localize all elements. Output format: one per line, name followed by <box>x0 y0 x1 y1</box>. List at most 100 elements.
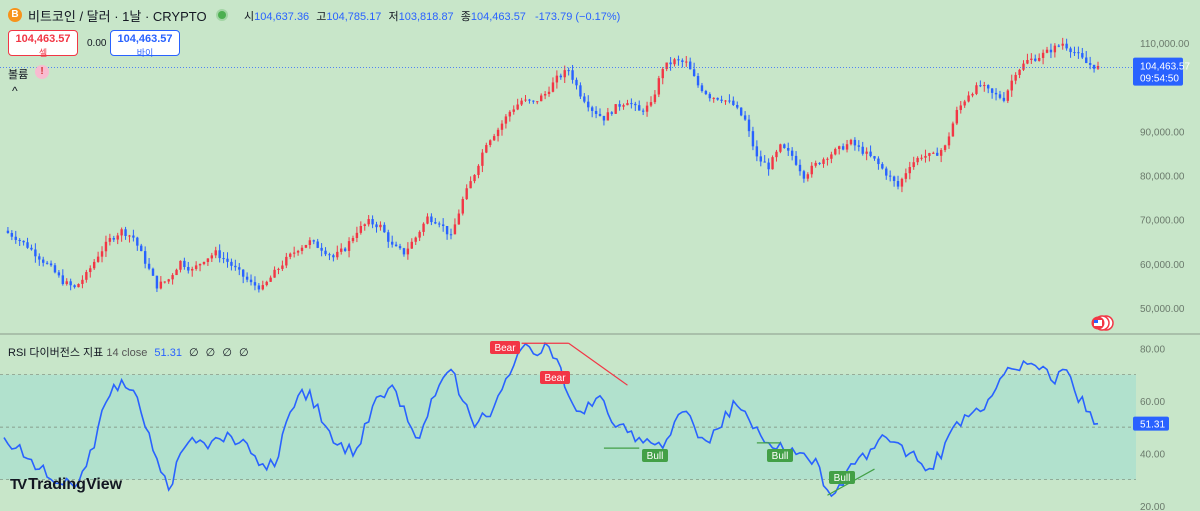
candle-body <box>1092 64 1096 69</box>
candle-body <box>1037 57 1041 61</box>
candle-body <box>465 188 468 200</box>
candle-body <box>845 144 849 150</box>
candle-body <box>971 93 974 96</box>
candle-body <box>140 245 143 252</box>
candle-body <box>892 176 896 182</box>
candle-body <box>681 60 684 62</box>
volume-legend[interactable]: 볼륨 <box>8 69 29 81</box>
candle-body <box>610 112 613 114</box>
last-price-badge <box>1133 57 1183 86</box>
candle-body <box>673 59 676 65</box>
price-tick-label: 60,000.00 <box>1140 260 1185 271</box>
candle-body <box>30 247 33 250</box>
rsi-tick-label: 20.00 <box>1140 502 1165 511</box>
candle-body <box>257 285 261 290</box>
candle-body <box>238 267 241 270</box>
price-axis[interactable]: 110,000.00 90,000.00 80,000.00 70,000.00 60,… <box>1133 39 1190 511</box>
candle-body <box>457 213 461 225</box>
candle-body <box>939 150 943 156</box>
candle-body <box>618 104 621 107</box>
open-key: 시 <box>244 11 255 23</box>
candle-body <box>96 256 100 262</box>
sell-button[interactable]: 104,463.57 셀 <box>8 30 78 58</box>
chevron-up-icon[interactable]: ^ <box>12 84 18 98</box>
candle-body <box>422 223 425 232</box>
bear-label: Bear <box>544 373 566 384</box>
bull-label: Bull <box>772 451 789 462</box>
buy-button[interactable]: 104,463.57 바이 <box>110 30 180 58</box>
candle-body <box>92 261 96 269</box>
candle-body <box>398 246 402 249</box>
candle-body <box>241 269 245 277</box>
price-tick-label: 110,000.00 <box>1140 39 1190 50</box>
candle-body <box>65 281 68 285</box>
candle-body <box>1049 49 1053 53</box>
rsi-last-label: 51.31 <box>1140 420 1165 431</box>
candle-body <box>653 94 657 103</box>
candle-body <box>689 61 692 70</box>
tradingview-logo-icon: TV <box>10 476 27 493</box>
candle-body <box>359 226 363 233</box>
candle-body <box>583 96 586 102</box>
candle-body <box>469 181 472 189</box>
candle-body <box>849 139 853 145</box>
tradingview-logo[interactable]: TV TradingView <box>10 476 122 494</box>
candle-body <box>865 151 868 154</box>
candle-body <box>504 116 508 124</box>
market-status-icon[interactable] <box>218 11 226 19</box>
candle-body <box>77 283 80 288</box>
candle-body <box>324 250 327 255</box>
candle-body <box>547 91 551 94</box>
candle-body <box>42 259 45 263</box>
candle-body <box>100 251 104 257</box>
candle-body <box>955 109 959 124</box>
candle-body <box>281 265 284 269</box>
candle-body <box>414 237 417 242</box>
candle-body <box>187 266 190 271</box>
candle-body <box>14 236 17 240</box>
candle-body <box>34 249 37 257</box>
candle-body <box>1077 52 1080 54</box>
ohlc-readout: 시104,637.36 고104,785.17 저103,818.87 종104… <box>244 8 620 24</box>
candle-body <box>732 100 735 105</box>
candle-body <box>1018 69 1021 75</box>
candle-body <box>387 232 390 242</box>
candle-body <box>943 145 947 151</box>
candle-body <box>904 173 908 179</box>
candle-body <box>724 100 727 102</box>
candle-body <box>736 104 739 108</box>
rsi-legend[interactable]: RSI 다이버전스 지표 14 close 51.31 ∅ ∅ ∅ ∅ <box>8 344 249 360</box>
candle-body <box>367 219 370 225</box>
rsi-pane[interactable]: Bear Bear Bull Bull Bull <box>0 341 1136 498</box>
price-pane[interactable] <box>0 37 1136 293</box>
chart-header: B 비트코인 / 달러 · 1날 · CRYPTO 시104,637.36 고1… <box>0 0 1200 30</box>
candle-body <box>1002 97 1006 101</box>
candle-body <box>508 111 512 117</box>
candle-body <box>1088 63 1092 65</box>
candle-body <box>936 152 939 156</box>
candle-body <box>645 105 649 112</box>
candle-body <box>210 255 214 259</box>
candle-body <box>657 78 661 95</box>
bear-divergence-line <box>568 342 628 386</box>
symbol-title[interactable]: 비트코인 / 달러 · 1날 · CRYPTO <box>28 9 207 24</box>
candle-body <box>104 241 108 252</box>
candle-body <box>1073 52 1076 54</box>
candle-body <box>790 150 794 156</box>
economic-events-icon[interactable] <box>1090 315 1116 331</box>
candle-body <box>328 254 331 256</box>
candle-body <box>834 149 837 155</box>
candle-body <box>755 146 759 157</box>
sell-price: 104,463.57 <box>15 33 71 45</box>
candle-body <box>81 279 84 284</box>
candle-body <box>245 276 249 280</box>
candle-body <box>112 238 115 240</box>
candle-body <box>273 269 276 278</box>
warning-icon[interactable]: ! <box>35 65 49 79</box>
candle-body <box>183 260 186 267</box>
candle-body <box>316 241 319 248</box>
candle-body <box>496 129 500 137</box>
candle-body <box>285 256 288 266</box>
candle-body <box>1069 48 1072 53</box>
